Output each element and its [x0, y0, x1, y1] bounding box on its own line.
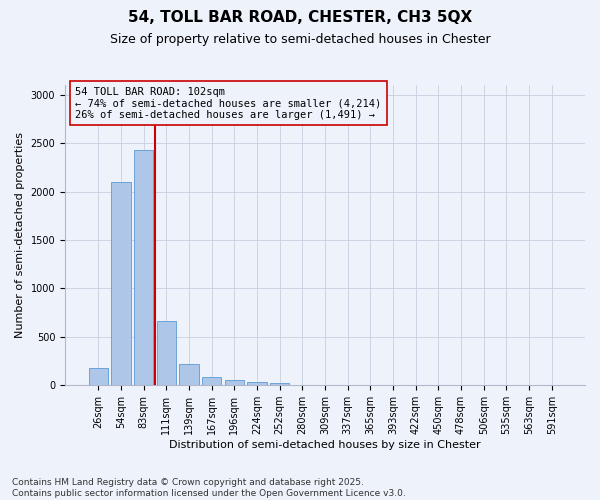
Bar — [134, 150, 153, 385]
Y-axis label: Number of semi-detached properties: Number of semi-detached properties — [15, 132, 25, 338]
Bar — [224, 380, 244, 385]
Bar — [89, 368, 108, 385]
Bar — [247, 382, 266, 385]
Bar — [179, 364, 199, 385]
Bar — [157, 322, 176, 385]
Text: 54, TOLL BAR ROAD, CHESTER, CH3 5QX: 54, TOLL BAR ROAD, CHESTER, CH3 5QX — [128, 10, 472, 25]
X-axis label: Distribution of semi-detached houses by size in Chester: Distribution of semi-detached houses by … — [169, 440, 481, 450]
Bar — [202, 377, 221, 385]
Text: Contains HM Land Registry data © Crown copyright and database right 2025.
Contai: Contains HM Land Registry data © Crown c… — [12, 478, 406, 498]
Bar — [112, 182, 131, 385]
Text: 54 TOLL BAR ROAD: 102sqm
← 74% of semi-detached houses are smaller (4,214)
26% o: 54 TOLL BAR ROAD: 102sqm ← 74% of semi-d… — [76, 86, 382, 120]
Bar — [270, 384, 289, 385]
Text: Size of property relative to semi-detached houses in Chester: Size of property relative to semi-detach… — [110, 32, 490, 46]
